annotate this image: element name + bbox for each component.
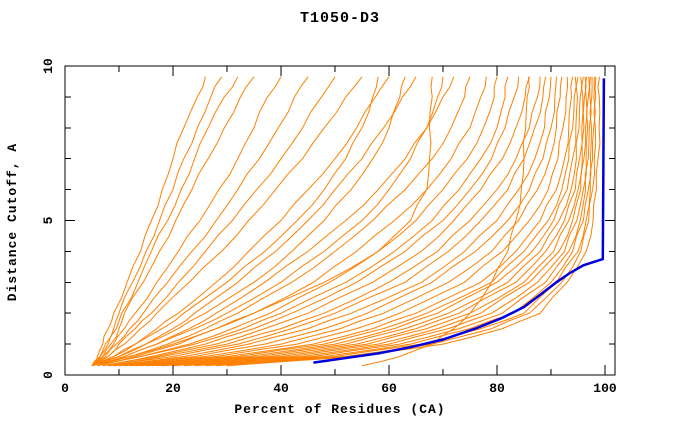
x-tick-label: 20 [165, 381, 181, 396]
model-curve [162, 76, 588, 367]
model-curve [140, 76, 579, 367]
model-curve [108, 76, 547, 367]
model-curve [91, 76, 433, 367]
model-curve [91, 76, 255, 367]
y-tick-label: 10 [41, 58, 56, 74]
model-curve [91, 76, 379, 367]
model-curve [108, 76, 541, 367]
model-curve [151, 76, 584, 367]
model-curve [102, 76, 520, 367]
model-curve [91, 76, 206, 367]
x-tick-label: 60 [381, 381, 397, 396]
x-axis-label: Percent of Residues (CA) [234, 402, 445, 417]
x-tick-label: 40 [273, 381, 289, 396]
model-curve [91, 76, 363, 367]
tick-label-layer: 0 20 40 60 80 100 0 5 10 [41, 58, 617, 396]
model-curve [91, 76, 239, 367]
model-curve [97, 76, 509, 367]
model-curve [97, 76, 487, 367]
model-curve [145, 76, 583, 367]
model-curve [226, 76, 601, 367]
model-curve [113, 76, 552, 367]
model-curve [118, 76, 563, 367]
model-curve [91, 76, 309, 367]
x-tick-label: 100 [593, 381, 617, 396]
y-tick-label: 5 [41, 216, 56, 224]
y-tick-label: 0 [41, 371, 56, 379]
model-curve [183, 76, 592, 367]
model-curve [135, 76, 577, 367]
y-axis-label: Distance Cutoff, A [5, 143, 20, 301]
model-curve [91, 76, 223, 366]
best-model-curve [313, 78, 606, 364]
x-tick-label: 0 [61, 381, 69, 396]
model-curve [194, 76, 593, 367]
model-curve [97, 76, 498, 367]
model-curve [205, 76, 596, 367]
model-curve [97, 76, 444, 367]
model-curve [361, 76, 530, 367]
axes-layer [64, 65, 616, 376]
model-curve [124, 76, 569, 367]
model-curve [216, 76, 597, 367]
model-curve [91, 76, 336, 367]
model-curve [156, 76, 587, 367]
model-curve [172, 76, 590, 367]
model-curve [102, 76, 530, 367]
model-curve [113, 76, 557, 367]
model-curve [91, 76, 282, 367]
model-curve [91, 76, 406, 367]
chart-title: T1050-D3 [300, 10, 380, 27]
model-curve [97, 76, 471, 367]
x-tick-label: 80 [489, 381, 505, 396]
series-layer [91, 76, 606, 367]
model-curve [91, 76, 455, 367]
model-curve [129, 76, 574, 367]
